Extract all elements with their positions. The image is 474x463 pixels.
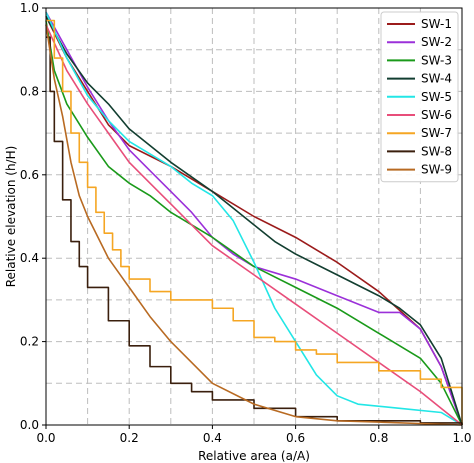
legend-box <box>380 11 459 183</box>
legend: SW-1 SW-2 SW-3 SW-4 SW-5 SW-6 SW-7 SW-8 SW-9 <box>380 11 459 183</box>
series-line-sw-8 <box>46 36 463 425</box>
legend-label: SW-7 <box>421 126 452 140</box>
legend-label: SW-3 <box>421 53 452 67</box>
y-tick-label: 0.4 <box>20 251 39 265</box>
legend-label: SW-5 <box>421 90 452 104</box>
legend-label: SW-9 <box>421 163 452 177</box>
y-tick-label: 0.2 <box>20 335 39 349</box>
legend-label: SW-4 <box>421 72 452 86</box>
plot-frame <box>45 7 463 426</box>
series-line-sw-7 <box>46 19 463 425</box>
x-tick-label: 0.2 <box>120 431 139 445</box>
y-tick-label: 0.0 <box>20 418 39 432</box>
legend-label: SW-8 <box>421 144 452 158</box>
legend-label: SW-2 <box>421 35 452 49</box>
legend-label: SW-1 <box>421 17 452 31</box>
series-line-sw-9 <box>45 24 463 426</box>
series-lines <box>45 11 463 426</box>
series-line-sw-5 <box>45 11 463 426</box>
x-tick-label: 0.6 <box>286 431 305 445</box>
series-line-sw-2 <box>45 11 463 426</box>
y-axis-label: Relative elevation (h/H) <box>4 146 18 288</box>
x-tick-label: 0.4 <box>203 431 222 445</box>
x-tick-label: 0.8 <box>369 431 388 445</box>
legend-label: SW-6 <box>421 108 452 122</box>
x-axis-label: Relative area (a/A) <box>198 449 310 463</box>
x-tick-label: 1.0 <box>452 431 471 445</box>
y-tick-label: 0.8 <box>20 84 39 98</box>
y-tick-label: 1.0 <box>20 1 39 15</box>
x-tick-label: 0.0 <box>36 431 55 445</box>
series-line-sw-6 <box>45 24 463 426</box>
axis-ticks: 0.0 0.2 0.4 0.6 0.8 1.0 0.0 0.2 0.4 0.6 0.8 1.0 <box>20 1 472 445</box>
y-tick-label: 0.6 <box>20 168 39 182</box>
series-line-sw-4 <box>45 15 463 426</box>
